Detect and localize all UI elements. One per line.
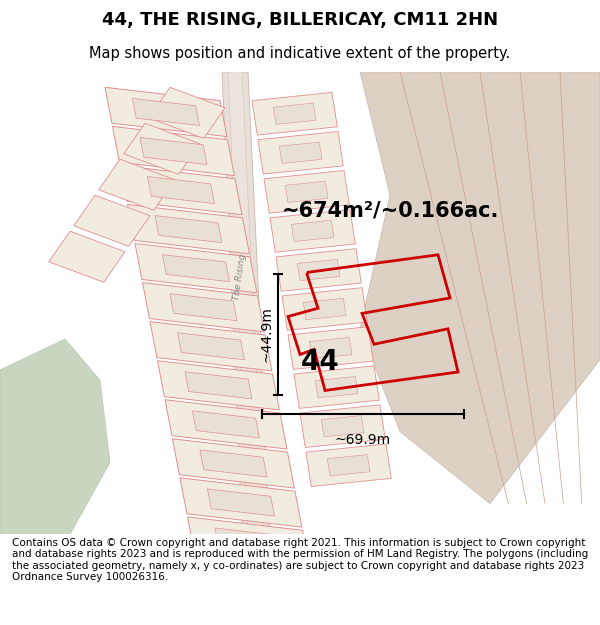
Polygon shape <box>306 444 391 486</box>
Polygon shape <box>252 92 337 135</box>
Polygon shape <box>99 159 175 211</box>
Text: The Rising: The Rising <box>232 254 248 301</box>
Polygon shape <box>187 517 310 566</box>
Polygon shape <box>185 372 252 399</box>
Polygon shape <box>228 72 264 534</box>
Polygon shape <box>222 72 270 534</box>
Polygon shape <box>270 209 355 252</box>
Polygon shape <box>286 181 328 203</box>
Polygon shape <box>173 439 295 488</box>
Polygon shape <box>113 126 235 176</box>
Polygon shape <box>157 361 280 410</box>
Polygon shape <box>135 244 257 292</box>
Polygon shape <box>282 288 367 330</box>
Polygon shape <box>148 176 214 204</box>
Polygon shape <box>180 478 302 527</box>
Polygon shape <box>288 327 373 369</box>
Polygon shape <box>178 332 244 360</box>
Polygon shape <box>200 450 267 477</box>
Polygon shape <box>300 405 385 448</box>
Text: 44: 44 <box>301 348 340 376</box>
Polygon shape <box>193 411 259 438</box>
Polygon shape <box>149 88 225 138</box>
Polygon shape <box>133 98 199 126</box>
Polygon shape <box>124 123 200 174</box>
Text: Map shows position and indicative extent of the property.: Map shows position and indicative extent… <box>89 46 511 61</box>
Polygon shape <box>49 231 125 282</box>
Polygon shape <box>280 142 322 163</box>
Text: ~69.9m: ~69.9m <box>335 432 391 447</box>
Text: ~44.9m: ~44.9m <box>259 306 273 362</box>
Polygon shape <box>150 322 272 371</box>
Polygon shape <box>165 400 287 449</box>
Polygon shape <box>304 298 346 319</box>
Polygon shape <box>274 103 316 124</box>
Polygon shape <box>143 282 265 332</box>
Polygon shape <box>310 338 352 359</box>
Text: ~674m²/~0.166ac.: ~674m²/~0.166ac. <box>281 201 499 221</box>
Polygon shape <box>170 294 237 321</box>
Polygon shape <box>208 489 274 516</box>
Polygon shape <box>328 454 370 476</box>
Polygon shape <box>105 88 227 137</box>
Polygon shape <box>294 366 379 408</box>
Polygon shape <box>163 254 229 282</box>
Polygon shape <box>258 131 343 174</box>
Polygon shape <box>298 259 340 281</box>
Text: 44, THE RISING, BILLERICAY, CM11 2HN: 44, THE RISING, BILLERICAY, CM11 2HN <box>102 11 498 29</box>
Polygon shape <box>128 204 250 254</box>
Polygon shape <box>322 416 364 437</box>
Polygon shape <box>0 339 110 534</box>
Polygon shape <box>140 138 207 164</box>
Polygon shape <box>292 220 334 241</box>
Polygon shape <box>155 216 222 242</box>
Text: Contains OS data © Crown copyright and database right 2021. This information is : Contains OS data © Crown copyright and d… <box>12 538 588 582</box>
Polygon shape <box>316 376 358 398</box>
Polygon shape <box>276 249 361 291</box>
Polygon shape <box>120 166 242 215</box>
Polygon shape <box>74 195 150 246</box>
Polygon shape <box>264 171 349 213</box>
Polygon shape <box>215 528 282 555</box>
Polygon shape <box>360 72 600 504</box>
